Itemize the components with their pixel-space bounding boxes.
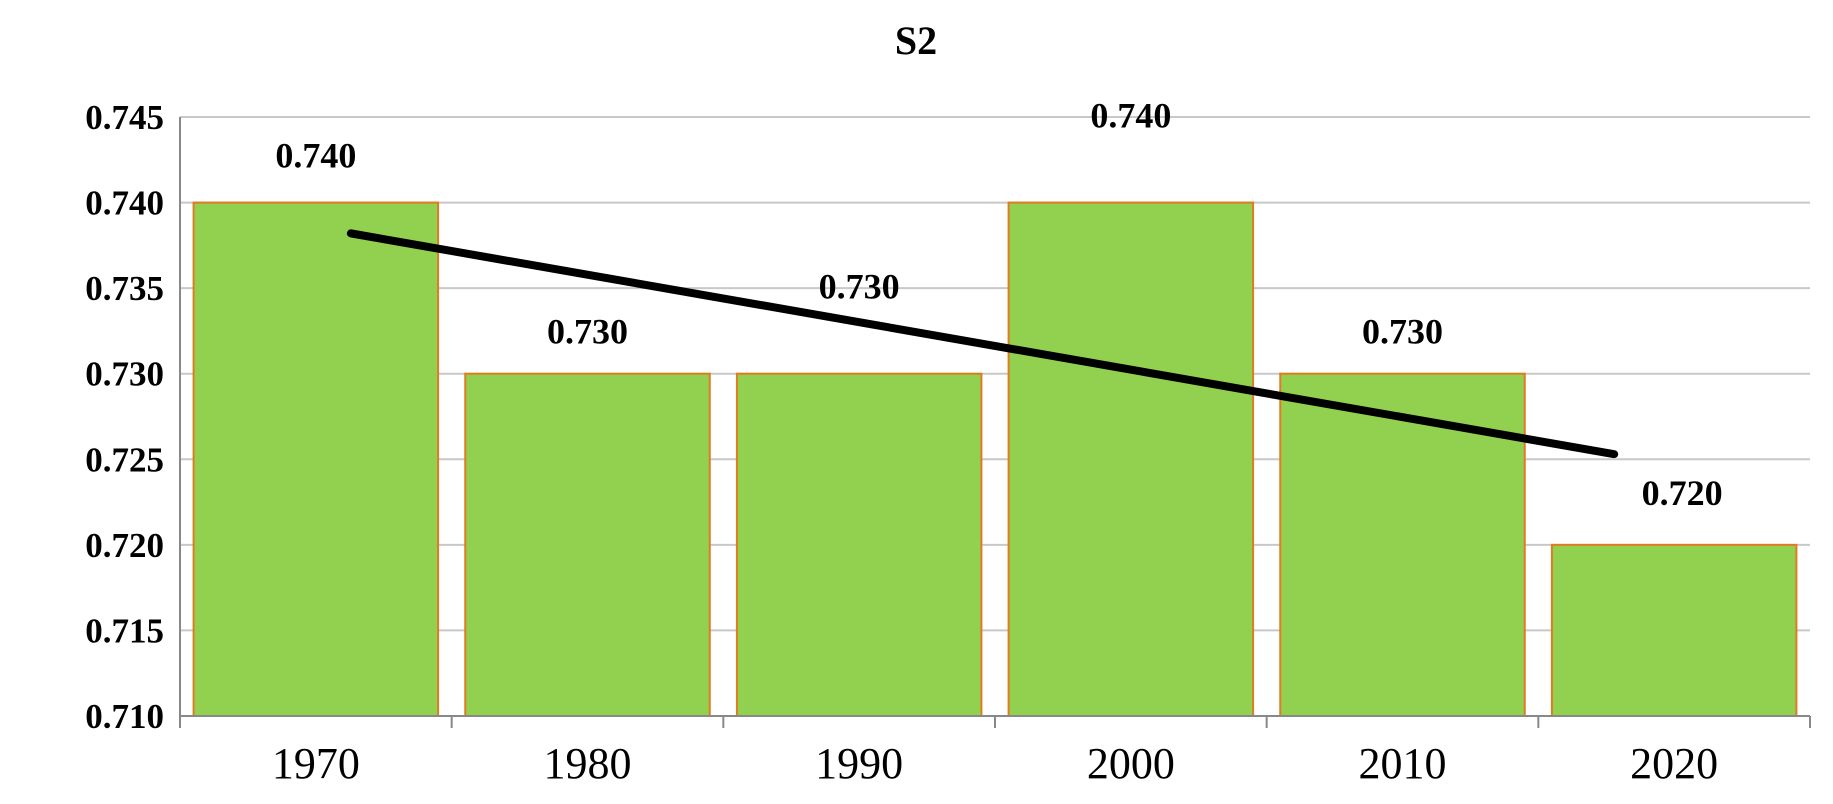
chart-title: S2 — [895, 18, 937, 63]
gridlines — [180, 116, 1810, 632]
data-label: 0.730 — [819, 267, 900, 307]
y-axis-ticks: 0.710 0.715 0.720 0.725 0.730 0.735 0.740 0.745 — [85, 98, 164, 736]
y-tick-label: 0.735 — [85, 269, 164, 308]
x-tick-label: 1990 — [815, 739, 903, 788]
y-tick-label: 0.740 — [85, 184, 164, 223]
trendline-group — [346, 229, 1619, 459]
y-tick-label: 0.745 — [85, 98, 164, 137]
x-axis-ticks: 1970 1980 1990 2000 2010 2020 — [272, 739, 1718, 788]
y-tick-label: 0.730 — [85, 355, 164, 394]
data-label: 0.720 — [1642, 473, 1723, 513]
trendline — [346, 229, 1619, 459]
x-tick-label: 2000 — [1087, 739, 1175, 788]
bar-2010 — [1279, 372, 1526, 717]
x-tick-label: 2020 — [1630, 739, 1718, 788]
y-tick-label: 0.710 — [85, 697, 164, 736]
y-tick-label: 0.725 — [85, 440, 164, 479]
bar-1990 — [735, 372, 983, 717]
data-label: 0.730 — [547, 312, 628, 352]
x-tick-label: 2010 — [1359, 739, 1447, 788]
x-tick-label: 1970 — [272, 739, 360, 788]
bar-2020 — [1550, 543, 1798, 717]
bar-1970 — [192, 201, 440, 718]
data-label: 0.740 — [1090, 96, 1171, 136]
y-tick-label: 0.715 — [85, 611, 164, 650]
bar-2000 — [1007, 201, 1255, 718]
data-label: 0.740 — [275, 136, 356, 176]
data-labels: 0.740 0.730 0.730 0.740 0.730 0.720 — [275, 96, 1722, 513]
bars — [192, 201, 1798, 718]
x-tick-label: 1980 — [544, 739, 632, 788]
y-tick-label: 0.720 — [85, 526, 164, 565]
data-label: 0.730 — [1362, 312, 1443, 352]
axes — [179, 117, 1811, 728]
bar-1980 — [464, 372, 711, 717]
